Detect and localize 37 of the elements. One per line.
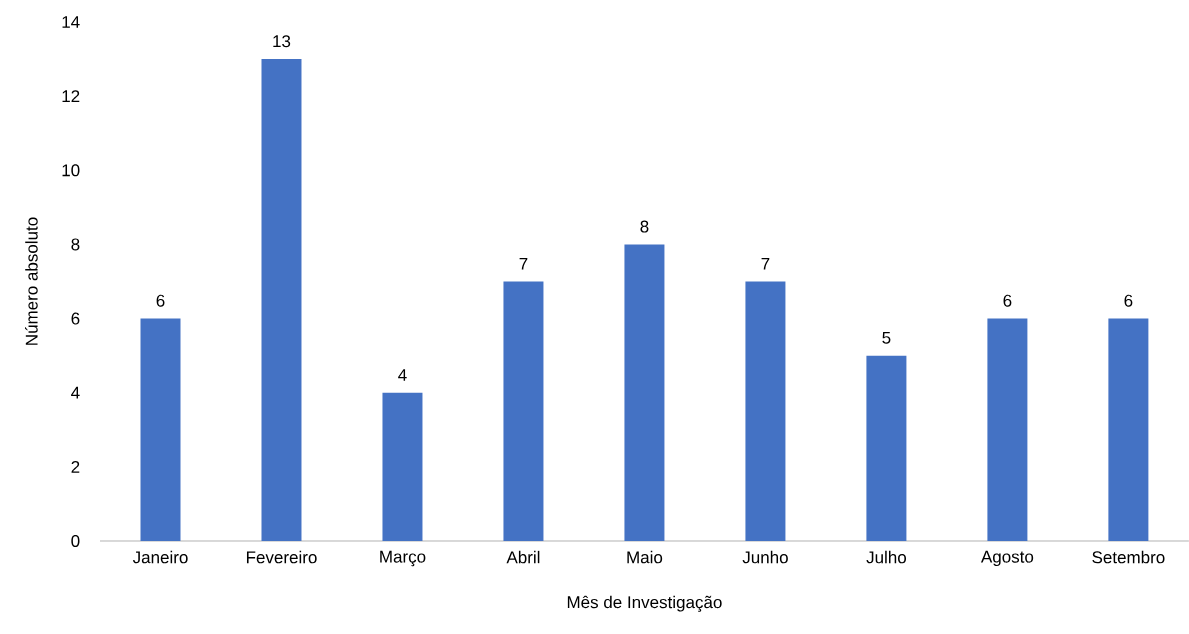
bar — [261, 59, 302, 541]
x-tick-label: Setembro — [1092, 550, 1165, 564]
bar — [140, 318, 181, 541]
x-tick-label: Janeiro — [132, 550, 188, 564]
data-label: 4 — [398, 369, 407, 381]
bar — [866, 355, 907, 541]
y-tick-label: 10 — [62, 164, 80, 177]
data-label: 8 — [640, 220, 649, 233]
x-tick-label: Fevereiro — [246, 550, 317, 564]
x-tick-label: Maio — [627, 550, 663, 564]
x-tick-label: Março — [380, 550, 426, 567]
bar — [503, 281, 544, 541]
data-label: 7 — [761, 257, 770, 270]
y-tick-label: 14 — [62, 16, 80, 28]
y-tick-label: 0 — [71, 534, 80, 548]
bar — [624, 244, 665, 541]
bar — [382, 392, 423, 541]
x-tick-label: Agosto — [980, 550, 1034, 567]
y-tick-label: 6 — [71, 312, 80, 325]
data-label: 6 — [1124, 294, 1133, 307]
data-label: 6 — [1003, 294, 1012, 307]
y-axis-title: Número absoluto — [25, 217, 38, 345]
bar — [987, 318, 1028, 541]
x-tick-label: Abril — [506, 550, 540, 564]
y-tick-label: 8 — [71, 238, 80, 251]
bar — [1108, 318, 1149, 541]
y-tick-label: 12 — [62, 90, 80, 103]
data-label: 6 — [156, 294, 165, 307]
data-label: 5 — [882, 331, 891, 344]
x-tick-label: Junho — [742, 550, 788, 564]
bar — [745, 281, 786, 541]
data-label: 7 — [519, 257, 528, 270]
y-tick-label: 2 — [71, 460, 80, 473]
data-label: 13 — [273, 35, 291, 48]
x-axis-title: Mês de Investigação — [567, 595, 722, 612]
y-tick-label: 4 — [71, 386, 80, 399]
x-tick-label: Julho — [866, 550, 907, 564]
